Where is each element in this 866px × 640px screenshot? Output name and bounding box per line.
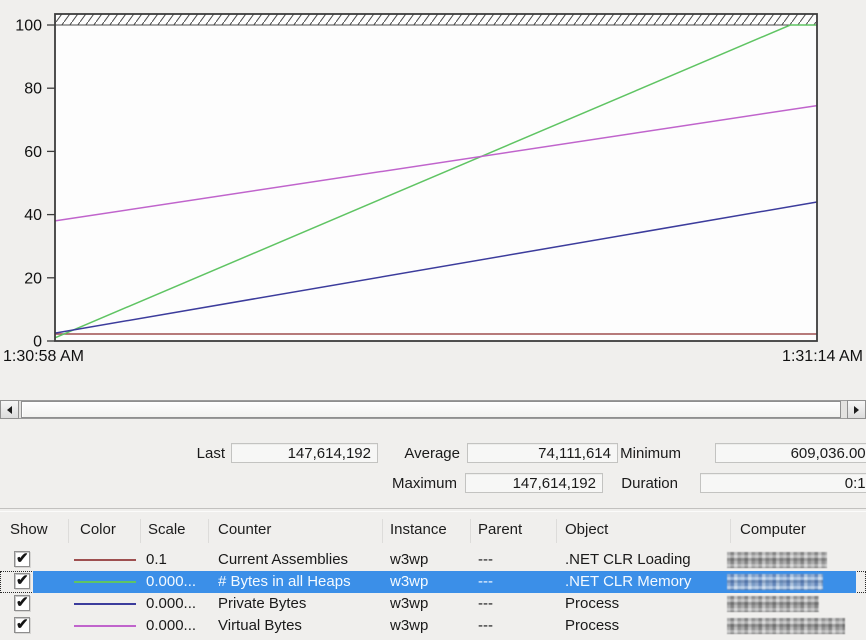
column-separator [382,519,383,543]
column-header-counter[interactable]: Counter [218,521,272,538]
stat-average-value: 74,111,614 [467,443,618,463]
counter-row[interactable]: ✔ 0.000... Private Bytes w3wp --- Process [0,593,866,615]
column-separator [470,519,471,543]
computer-name-censored [727,596,819,612]
counter-name: # Bytes in all Heaps [218,573,351,590]
chart-svg: 0 20 40 60 80 100 [15,13,818,349]
column-separator [208,519,209,543]
divider [0,508,866,512]
instance-value: w3wp [390,617,429,634]
counter-row[interactable]: ✔ 0.000... # Bytes in all Heaps w3wp --- .NET… [0,571,866,593]
parent-value: --- [478,573,493,590]
stat-minimum-label: Minimum [620,445,681,462]
instance-value: w3wp [390,595,429,612]
object-value: Process [565,617,620,634]
scrollbar-left-arrow[interactable] [0,400,19,419]
column-separator [140,519,141,543]
stat-duration-value: 0:15 [700,473,866,493]
counter-name: Current Assemblies [218,551,349,568]
stat-maximum-value: 147,614,192 [465,473,603,493]
selected-row-highlight [33,571,856,593]
color-swatch-line [74,559,136,561]
hatched-top-band [55,14,817,25]
performance-chart: 0 20 40 60 80 100 1:30:58 AM 1:31:14 AM [3,13,863,365]
counter-table: Show Color Scale Counter Instance Parent… [0,515,866,640]
color-swatch-line [74,581,136,583]
column-header-color[interactable]: Color [80,521,116,538]
show-checkbox[interactable]: ✔ [14,551,30,567]
y-axis-tick-label: 0 [33,334,42,349]
time-scrollbar[interactable] [0,399,866,420]
y-axis-tick-label: 100 [15,18,42,35]
instance-value: w3wp [390,573,429,590]
object-value: .NET CLR Memory [565,573,692,590]
column-header-computer[interactable]: Computer [740,521,806,538]
column-header-object[interactable]: Object [565,521,609,538]
color-swatch-line [74,603,136,605]
y-axis-tick-label: 60 [24,144,42,161]
computer-name-censored [727,552,827,568]
show-checkbox[interactable]: ✔ [14,573,30,589]
series-line [54,104,818,222]
counter-name: Virtual Bytes [218,617,302,634]
series-line [54,201,818,334]
column-separator [730,519,731,543]
object-value: Process [565,595,620,612]
time-axis-end-label: 1:31:14 AM [782,348,863,365]
column-separator [556,519,557,543]
checkmark-icon: ✔ [16,594,29,611]
scrollbar-thumb[interactable] [21,401,841,418]
counter-name: Private Bytes [218,595,307,612]
parent-value: --- [478,595,493,612]
y-axis-tick-label: 40 [24,207,42,224]
parent-value: --- [478,617,493,634]
column-separator [68,519,69,543]
scrollbar-right-arrow[interactable] [847,400,866,419]
scale-value: 0.1 [146,551,167,568]
stat-last-value: 147,614,192 [231,443,378,463]
stat-average-label: Average [404,445,460,462]
instance-value: w3wp [390,551,429,568]
scrollbar-track[interactable] [19,400,847,419]
show-checkbox[interactable]: ✔ [14,595,30,611]
stat-last-label: Last [196,445,225,462]
computer-name-censored [727,574,823,590]
checkmark-icon: ✔ [16,550,29,567]
computer-name-censored [727,618,845,634]
object-value: .NET CLR Loading [565,551,691,568]
right-triangle-icon [854,405,859,414]
column-header-instance[interactable]: Instance [390,521,447,538]
stat-minimum-value: 609,036.000 [715,443,866,463]
counter-row[interactable]: ✔ 0.1 Current Assemblies w3wp --- .NET CLR Lo… [0,549,866,571]
column-header-scale[interactable]: Scale [148,521,186,538]
y-axis-tick-label: 80 [24,81,42,98]
show-checkbox[interactable]: ✔ [14,617,30,633]
left-triangle-icon [7,405,12,414]
column-header-show[interactable]: Show [10,521,48,538]
y-axis-tick-label: 20 [24,270,42,287]
checkmark-icon: ✔ [16,572,29,589]
scale-value: 0.000... [146,573,197,590]
column-header-parent[interactable]: Parent [478,521,523,538]
counter-row[interactable]: ✔ 0.000... Virtual Bytes w3wp --- Process [0,615,866,637]
stat-duration-label: Duration [621,475,678,492]
scale-value: 0.000... [146,595,197,612]
time-axis-start-label: 1:30:58 AM [3,348,84,365]
series-line [54,24,817,339]
stat-maximum-label: Maximum [391,475,457,492]
checkmark-icon: ✔ [16,616,29,633]
color-swatch-line [74,625,136,627]
scale-value: 0.000... [146,617,197,634]
parent-value: --- [478,551,493,568]
